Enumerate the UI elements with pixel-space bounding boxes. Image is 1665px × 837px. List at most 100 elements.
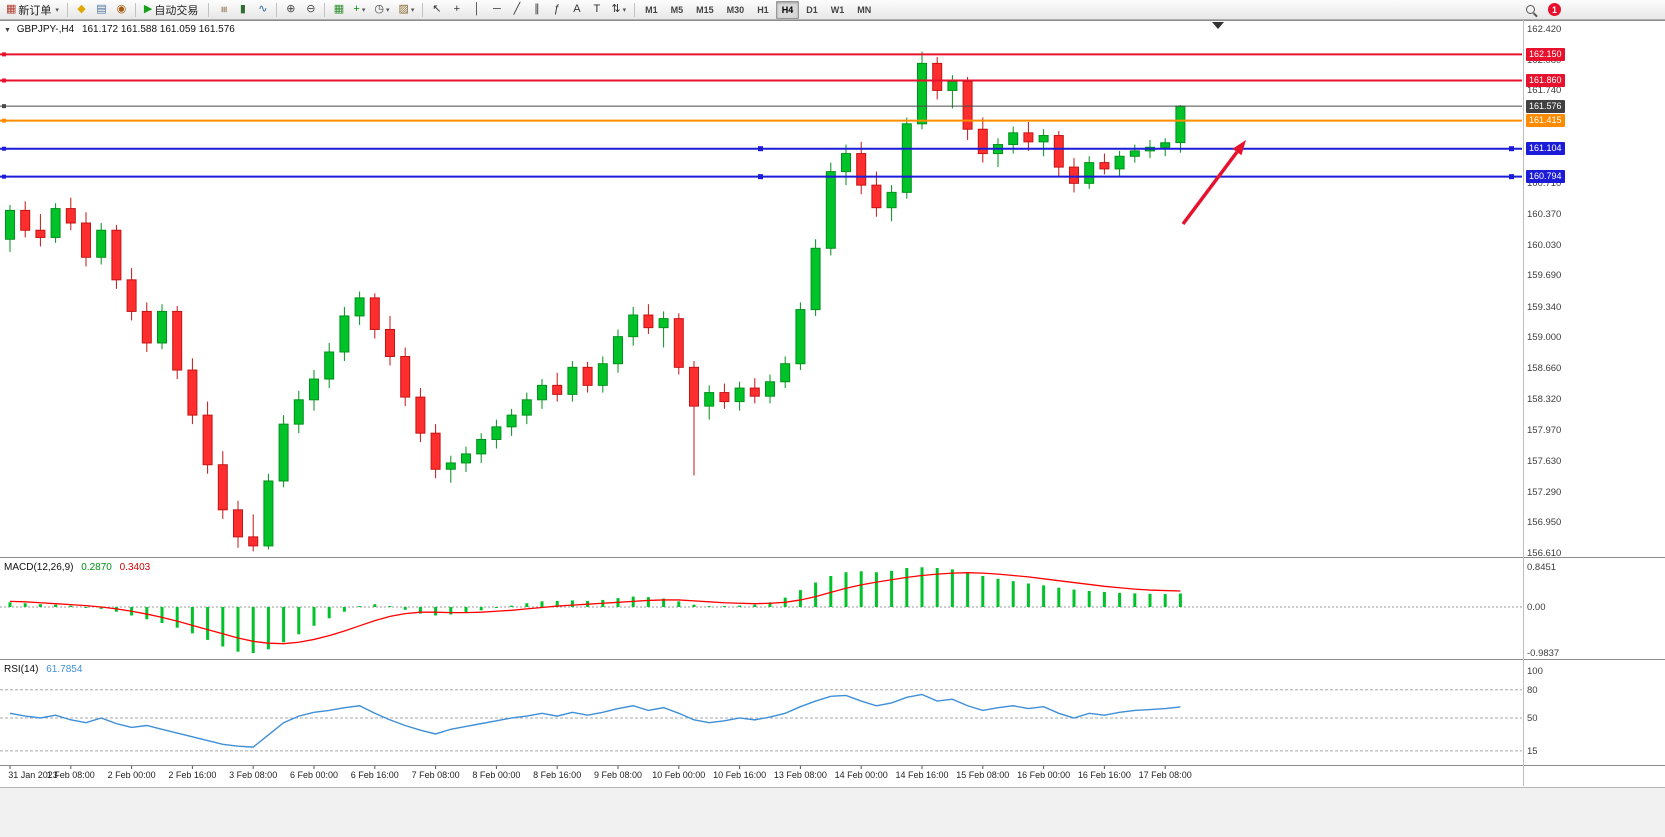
time-axis-label: 6 Feb 16:00 [350,770,399,780]
chart-line-button[interactable]: ∿ [253,1,272,18]
timeframe-m5-button[interactable]: M5 [670,4,684,15]
chart-line-icon: ∿ [258,3,268,15]
chart-shift-marker[interactable] [1212,22,1224,29]
timeframe-w1-button[interactable]: W1 [830,4,845,15]
channel-button[interactable]: ∥ [527,1,546,18]
timeframe-m30-button[interactable]: M30 [726,4,745,15]
price-lines-layer[interactable] [0,52,1522,180]
rsi-level-label: 50 [1527,712,1538,724]
time-axis-label: 9 Feb 08:00 [593,770,643,780]
tile-windows-icon: ▦ [333,3,345,15]
templates-button[interactable]: ▨ ▾ [394,1,418,18]
toolbar: ▦ 新订单 ▾ ◆ ▤ ◉ ▶ 自动交易 ≡ ▮ ∿ ⊕ ⊖ ▦ + ▾ ◷ ▾ ▨ ▾ ↖ + │ ─ ╱ ∥ ƒ A T ⇅ ▾ M1 M5… [0,0,1665,20]
line-handle[interactable] [758,146,763,152]
chevron-down-icon: ▾ [410,6,415,14]
macd-name-label: MACD(12,26,9) [4,562,74,573]
line-handle[interactable] [2,104,6,109]
chevron-down-icon: ▾ [385,6,390,14]
time-axis-label: 16 Feb 16:00 [1077,770,1131,780]
fibonacci-button[interactable]: ƒ [547,1,566,18]
time-axis-label: 14 Feb 16:00 [895,770,949,780]
line-handle[interactable] [2,146,6,151]
timeframe-m1-button[interactable]: M1 [645,4,658,15]
search-icon [1526,5,1535,14]
tile-windows-button[interactable]: ▦ [329,1,348,18]
new-order-button[interactable]: ▦ 新订单 ▾ [2,1,63,18]
arrow-annotation[interactable] [1181,140,1246,226]
collapse-icon[interactable]: ▼ [4,27,11,34]
time-axis-label: 2 Feb 00:00 [107,770,156,780]
zoom-out-icon: ⊖ [306,3,316,15]
time-axis-label: 16 Feb 00:00 [1017,770,1071,780]
search-button[interactable] [1521,1,1540,18]
time-axis-label: 6 Feb 00:00 [289,770,339,780]
price-axis-label: 160.030 [1527,239,1562,251]
time-axis-label: 8 Feb 16:00 [533,770,582,780]
arrows-button[interactable]: ⇅ ▾ [607,1,630,18]
line-handle[interactable] [2,52,6,57]
time-axis-label: 13 Feb 08:00 [773,770,827,780]
notification-badge[interactable]: 1 [1548,3,1561,16]
price-axis-label: 160.370 [1527,208,1562,220]
signals-button[interactable]: ◉ [112,1,131,18]
autotrading-label: 自动交易 [154,4,199,17]
zoom-out-button[interactable]: ⊖ [301,1,320,18]
toolbar-separator [422,2,424,17]
periods-icon: ◷ [374,3,384,15]
trendline-button[interactable]: ╱ [507,1,526,18]
cursor-button[interactable]: ↖ [427,1,446,18]
line-handle[interactable] [2,118,6,123]
line-handle[interactable] [1509,146,1514,152]
chart-header: ▼ GBPJPY-,H4 161.172 161.588 161.059 161… [4,24,235,35]
market-watch-button[interactable]: ▤ [92,1,111,18]
timeframe-d1-button[interactable]: D1 [806,4,818,15]
rsi-line [9,693,1181,748]
zoom-in-button[interactable]: ⊕ [281,1,300,18]
timeframe-h1-button[interactable]: H1 [757,4,769,15]
vertical-line-button[interactable]: │ [467,1,486,18]
cursor-icon: ↖ [432,3,442,15]
toolbar-separator [134,2,136,17]
time-axis-label: 2 Feb 16:00 [168,770,217,780]
time-axis-label: 14 Feb 00:00 [834,770,888,780]
line-handle[interactable] [2,174,6,179]
metaeditor-button[interactable]: ◆ [72,1,91,18]
autotrading-button[interactable]: ▶ 自动交易 [140,1,204,18]
line-handle[interactable] [1509,174,1514,180]
price-tag-161.860[interactable]: 161.860 [1526,74,1565,88]
price-axis-label: 161.740 [1527,85,1562,97]
macd-value: 0.2870 [81,562,112,573]
crosshair-button[interactable]: + [447,1,466,18]
price-tag-162.150[interactable]: 162.150 [1526,47,1565,61]
notifications-button[interactable]: 1 [1541,1,1565,18]
price-tag-161.415[interactable]: 161.415 [1526,114,1565,128]
periods-button[interactable]: ◷ ▾ [370,1,393,18]
symbol-timeframe-label: GBPJPY-,H4 [16,24,75,35]
price-axis-label: 157.630 [1527,456,1562,468]
timeframe-h4-button[interactable]: H4 [775,0,800,19]
price-axis-label: 157.970 [1527,425,1562,437]
toolbar-separator [324,2,326,17]
chart-candles-button[interactable]: ▮ [233,1,252,18]
macd-scale-label: -0.9837 [1527,648,1560,660]
price-axis-label: 158.320 [1527,393,1562,405]
timeframe-m15-button[interactable]: M15 [696,4,714,15]
line-handle[interactable] [758,174,763,180]
price-tag-161.104[interactable]: 161.104 [1526,142,1565,156]
metaeditor-icon: ◆ [77,3,86,15]
price-axis-label: 157.290 [1527,486,1562,498]
timeframe-mn-button[interactable]: MN [857,4,872,15]
market-watch-icon: ▤ [96,3,107,15]
macd-signal-line [9,572,1181,645]
horizontal-line-button[interactable]: ─ [487,1,506,18]
label-button[interactable]: T [587,1,606,18]
price-tag-160.794[interactable]: 160.794 [1526,170,1565,184]
label-icon: T [593,3,601,15]
indicators-icon: + [353,3,360,15]
macd-layer [0,567,1522,654]
text-button[interactable]: A [567,1,586,18]
line-handle[interactable] [2,78,6,83]
indicators-button[interactable]: + ▾ [349,1,369,18]
price-tag-161.576[interactable]: 161.576 [1526,99,1565,113]
